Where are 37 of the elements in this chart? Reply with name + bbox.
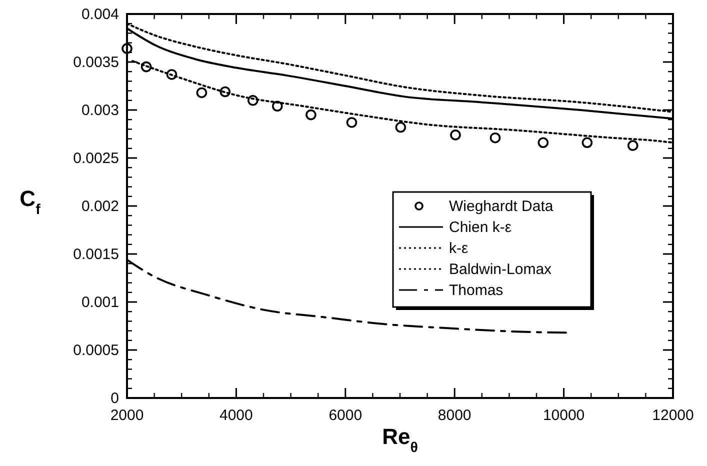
- point: [196, 87, 208, 98]
- point: [450, 130, 461, 140]
- y-tick-label: 0.0025: [73, 150, 119, 167]
- y-tick-label: 0.004: [81, 6, 119, 23]
- point: [395, 122, 406, 133]
- point: [122, 43, 132, 54]
- y-tick-label: 0.0005: [73, 342, 119, 359]
- y-tick-label: 0.001: [81, 294, 119, 311]
- point: [140, 61, 152, 72]
- point: [538, 137, 549, 148]
- point: [166, 69, 178, 80]
- x-tick-label: 4000: [220, 407, 253, 424]
- point: [248, 95, 258, 106]
- point: [346, 117, 358, 128]
- y-tick-label: 0.0015: [73, 246, 119, 263]
- point: [272, 100, 283, 112]
- y-axis-title: C$_{f}$: [20, 186, 41, 218]
- x-tick-label: 10000: [542, 407, 585, 424]
- point: [306, 109, 316, 120]
- x-tick-label: 2000: [110, 407, 144, 424]
- y-tick-label: 0.002: [81, 198, 119, 215]
- point: [582, 137, 593, 148]
- x-tick-label: 8000: [438, 407, 472, 424]
- legend-label: k-ε: [449, 240, 468, 257]
- legend-label: Wieghardt Data: [449, 198, 554, 215]
- point: [490, 132, 501, 144]
- x-tick-label: 6000: [328, 407, 362, 424]
- x-axis-title: Re$_{θ}$: [382, 424, 418, 456]
- y-tick-label: 0.0035: [73, 54, 119, 71]
- legend-label: Baldwin-Lomax: [449, 261, 552, 278]
- point: [627, 140, 638, 151]
- point: [220, 86, 231, 98]
- legend-label: Thomas: [449, 282, 504, 299]
- y-tick-label: 0.003: [81, 102, 119, 119]
- y-tick-label: 0: [110, 390, 119, 407]
- x-tick-label: 12000: [652, 407, 694, 424]
- legend-label: Chien k-ε: [449, 219, 512, 236]
